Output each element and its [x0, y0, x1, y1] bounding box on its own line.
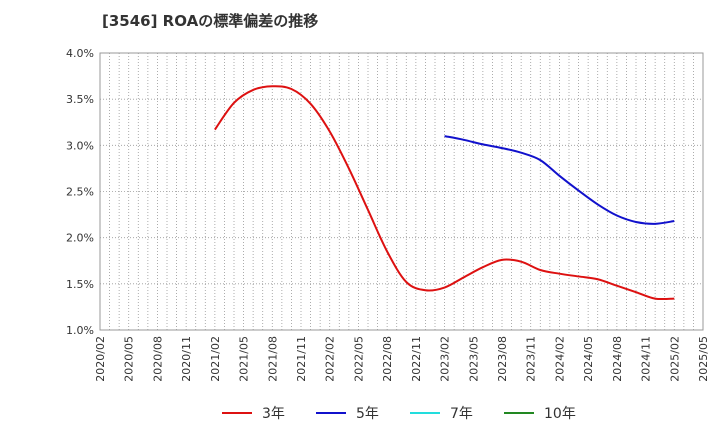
x-tick-label: 2022/02	[324, 336, 337, 382]
x-tick-label: 2023/08	[496, 336, 509, 382]
x-tick-label: 2024/02	[553, 336, 566, 382]
y-tick-label: 3.5%	[66, 93, 94, 106]
x-tick-label: 2022/08	[381, 336, 394, 382]
y-tick-label: 1.0%	[66, 324, 94, 337]
series-line-0	[214, 85, 675, 301]
y-tick-label: 3.0%	[66, 139, 94, 152]
x-tick-label: 2020/11	[180, 336, 193, 382]
y-tick-label: 1.5%	[66, 278, 94, 291]
x-tick-label: 2020/05	[123, 336, 136, 382]
legend-label-1: 5年	[356, 406, 379, 422]
x-tick-label: 2022/05	[352, 336, 365, 382]
x-tick-label: 2020/08	[151, 336, 164, 382]
x-tick-label: 2020/02	[94, 336, 107, 382]
plot-frame	[99, 52, 704, 331]
x-tick-label: 2023/05	[467, 336, 480, 382]
x-tick-label: 2024/05	[582, 336, 595, 382]
grid-lines	[100, 52, 703, 331]
x-tick-label: 2022/11	[410, 336, 423, 382]
x-tick-label: 2021/11	[295, 336, 308, 382]
y-tick-label: 4.0%	[66, 47, 94, 60]
x-tick-label: 2021/08	[266, 336, 279, 382]
x-tick-label: 2024/08	[611, 336, 624, 382]
legend-label-3: 10年	[544, 406, 576, 422]
x-axis: 2020/02 2020/05 2020/08 2020/11 2021/02 2021/…	[94, 336, 710, 382]
chart-title: [3546] ROAの標準偏差の推移	[102, 12, 319, 30]
y-tick-label: 2.0%	[66, 232, 94, 245]
x-tick-label: 2025/02	[668, 336, 681, 382]
y-axis: 1.0% 1.5% 2.0% 2.5% 3.0% 3.5% 4.0%	[66, 47, 94, 337]
x-tick-label: 2021/05	[238, 336, 251, 382]
series-lines	[214, 85, 675, 301]
series-line-1	[444, 135, 675, 225]
x-tick-label: 2024/11	[640, 336, 653, 382]
x-tick-label: 2021/02	[209, 336, 222, 382]
x-tick-label: 2023/02	[439, 336, 452, 382]
plot-area	[99, 52, 704, 331]
x-tick-label: 2023/11	[525, 336, 538, 382]
legend-label-0: 3年	[262, 406, 285, 422]
legend-label-2: 7年	[450, 406, 473, 422]
y-tick-label: 2.5%	[66, 186, 94, 199]
legend: 3年 5年 7年 10年	[222, 406, 576, 422]
x-tick-label: 2025/05	[697, 336, 710, 382]
